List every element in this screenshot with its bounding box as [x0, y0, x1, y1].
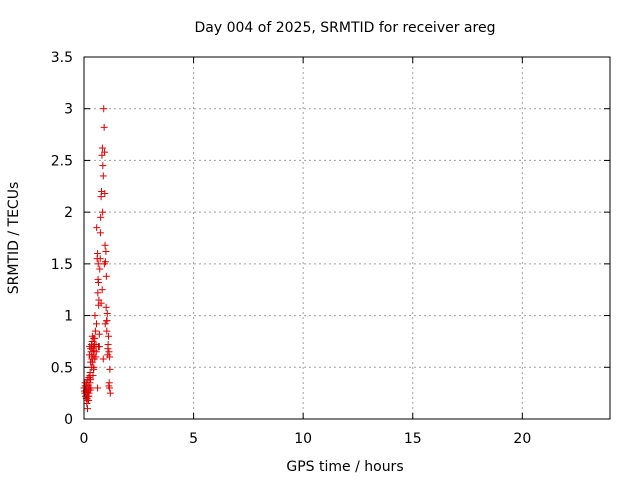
data-point — [90, 365, 98, 373]
data-point — [101, 148, 109, 156]
data-point — [89, 358, 97, 366]
data-point — [105, 332, 113, 340]
y-tick-label: 0 — [64, 412, 73, 428]
data-point — [97, 213, 105, 221]
x-tick-label: 10 — [294, 431, 312, 447]
data-point — [94, 250, 102, 258]
data-point — [106, 389, 114, 397]
data-point — [98, 286, 106, 294]
axis-ticks — [83, 56, 610, 420]
y-tick-label: 2.5 — [51, 153, 73, 169]
data-point — [102, 247, 110, 255]
data-point — [103, 310, 111, 318]
data-point — [105, 382, 113, 390]
data-points — [80, 105, 114, 413]
data-point — [87, 384, 95, 392]
data-point — [91, 312, 99, 320]
data-point — [85, 392, 93, 400]
data-point — [96, 229, 104, 237]
data-point — [105, 348, 113, 356]
data-point — [96, 265, 104, 273]
data-point — [100, 105, 108, 113]
data-point — [106, 365, 114, 373]
data-point — [94, 384, 102, 392]
data-point — [104, 345, 112, 353]
data-point — [102, 272, 110, 280]
data-point — [101, 190, 109, 198]
y-tick-label: 0.5 — [51, 360, 73, 376]
x-tick-label: 5 — [189, 431, 198, 447]
y-tick-label: 1.5 — [51, 257, 73, 273]
x-tick-label: 20 — [513, 431, 531, 447]
data-point — [99, 208, 107, 216]
data-point — [98, 144, 106, 152]
data-point — [101, 241, 109, 249]
chart-title: Day 004 of 2025, SRMTID for receiver are… — [195, 20, 496, 36]
data-point — [84, 405, 92, 413]
y-tick-label: 3 — [64, 102, 73, 118]
y-tick-label: 3.5 — [51, 50, 73, 66]
data-point — [92, 320, 100, 328]
data-point — [99, 162, 107, 170]
x-tick-label: 15 — [404, 431, 422, 447]
data-point — [91, 327, 99, 335]
y-tick-labels: 0 0.5 1 1.5 2 2.5 3 3.5 — [51, 50, 73, 428]
x-tick-labels: 0 5 10 15 20 — [80, 431, 532, 447]
data-point — [93, 224, 101, 232]
data-point — [91, 334, 99, 342]
data-point — [94, 289, 102, 297]
data-point — [103, 317, 111, 325]
data-point — [92, 348, 100, 356]
data-point — [95, 330, 103, 338]
data-point — [100, 123, 108, 131]
data-point — [81, 379, 89, 387]
data-point — [94, 260, 102, 268]
data-point — [101, 320, 109, 328]
data-point — [106, 353, 114, 361]
data-point — [88, 355, 96, 363]
data-point — [102, 303, 110, 311]
data-point — [94, 278, 102, 286]
data-point — [99, 355, 107, 363]
data-point — [103, 327, 111, 335]
data-point — [87, 376, 95, 384]
grid-lines — [84, 57, 610, 419]
data-point — [94, 343, 102, 351]
data-point — [86, 372, 94, 380]
data-point — [99, 172, 107, 180]
y-tick-label: 2 — [64, 205, 73, 221]
y-axis-label: SRMTID / TECUs — [6, 182, 22, 295]
data-point — [84, 396, 92, 404]
plot-frame — [83, 56, 611, 420]
data-point — [97, 299, 105, 307]
data-point — [96, 255, 104, 263]
x-tick-label: 0 — [80, 431, 89, 447]
data-point — [100, 260, 108, 268]
x-axis-label: GPS time / hours — [286, 459, 403, 475]
y-tick-label: 1 — [64, 309, 73, 325]
